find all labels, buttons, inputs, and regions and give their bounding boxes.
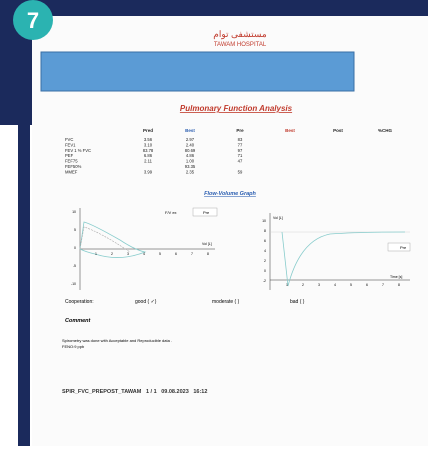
- cooperation-moderate: moderate ( ): [212, 299, 240, 305]
- tick-label: 8: [398, 283, 400, 287]
- y-ticks: 10 5 0 -5 -10: [71, 210, 76, 286]
- left-graph: F/V ex Pre Vol [L] 10 5 0 -5 -10 1 2 3 4 5 6 7 8: [71, 207, 218, 290]
- x-ticks: 1 2 3 4 5 6 7 8: [286, 283, 400, 287]
- footer: SPIR_FVC_PREPOST_TAWAM 1 / 1 09.08.2023 …: [62, 389, 207, 395]
- tick-label: -2: [263, 279, 266, 283]
- cooperation-good: good ( ✓): [135, 299, 157, 305]
- tick-label: 7: [382, 283, 384, 287]
- legend-title: F/V ex: [165, 210, 177, 215]
- tick-label: -10: [71, 282, 76, 286]
- cell: 93.35: [185, 164, 196, 169]
- cell: 77: [238, 142, 243, 147]
- cell: 6.86: [144, 153, 153, 158]
- tick-label: 1: [286, 283, 288, 287]
- column-header: Post: [333, 128, 343, 133]
- tick-label: 8: [207, 252, 209, 256]
- comment-line: Spirometry was done with Acceptable and …: [62, 338, 172, 343]
- badge-number: 7: [27, 8, 39, 33]
- blue-block: [40, 51, 355, 92]
- cell: 71: [238, 153, 243, 158]
- row-label: FVC: [65, 137, 73, 142]
- badge: [13, 0, 53, 40]
- tick-label: 5: [350, 283, 352, 287]
- cell: 47: [238, 159, 243, 164]
- tick-label: 5: [74, 228, 76, 232]
- tick-label: 2: [302, 283, 304, 287]
- row-label: FEV 1 % FVC: [65, 148, 91, 153]
- cell: 4.86: [186, 153, 195, 158]
- row-label: PEF: [65, 153, 74, 158]
- cell: 97: [238, 148, 243, 153]
- cell: 83: [238, 137, 243, 142]
- row-label: FEV1: [65, 142, 76, 147]
- curve: [79, 226, 131, 253]
- logo-arabic: مستشفى توام: [213, 29, 267, 40]
- column-header: Pred: [143, 128, 153, 133]
- column-header: Best: [185, 128, 195, 133]
- curve: [281, 231, 406, 287]
- tick-label: 4: [264, 249, 266, 253]
- cooperation-bad: bad ( ): [290, 299, 305, 305]
- cell: 80.69: [185, 148, 196, 153]
- tick-label: 0: [74, 246, 76, 250]
- legend-item: Pre: [400, 245, 407, 250]
- tick-label: 1: [95, 252, 97, 256]
- tick-label: 10: [72, 210, 76, 214]
- cell: 1.00: [186, 159, 195, 164]
- tick-label: 3: [127, 252, 129, 256]
- report-title: Pulmonary Function Analysis: [180, 104, 293, 113]
- cell: 2.97: [186, 137, 195, 142]
- logo-english: TAWAM HOSPITAL: [214, 42, 267, 48]
- cell: 2.11: [144, 159, 153, 164]
- cell: 83.78: [143, 148, 154, 153]
- row-label: FEF75: [65, 159, 78, 164]
- comment-line: FENO:9 ppb: [62, 344, 85, 349]
- cell: 3.99: [144, 169, 153, 174]
- row-label: MMEF: [65, 169, 78, 174]
- x-ticks: 1 2 3 4 5 6 7 8: [95, 252, 209, 256]
- right-graph: Pre Vol [L] Time [s] 10 8 6 4 2 0 -2 1 2 3 4 5 6 7 8: [262, 213, 411, 290]
- tick-label: 0: [264, 269, 266, 273]
- tick-label: 4: [143, 252, 145, 256]
- tick-label: -5: [73, 264, 76, 268]
- y-ticks: 10 8 6 4 2 0 -2: [262, 219, 266, 283]
- results-table: Pred Best Pre Best Post %CHG FVC 3.56 2.97 83 FEV1…: [65, 128, 392, 174]
- tick-label: 3: [318, 283, 320, 287]
- tick-label: 6: [175, 252, 177, 256]
- axis-label: Time [s]: [390, 275, 402, 279]
- axis-label: Vol [L]: [202, 242, 212, 246]
- tick-label: 2: [264, 259, 266, 263]
- tick-label: 4: [334, 283, 336, 287]
- tick-label: 5: [159, 252, 161, 256]
- column-header: %CHG: [378, 128, 393, 133]
- tick-label: 8: [264, 229, 266, 233]
- column-header: Pre: [236, 128, 244, 133]
- left-strip: [18, 125, 30, 446]
- axis-label: Vol [L]: [273, 216, 283, 220]
- tick-label: 6: [264, 239, 266, 243]
- cell: 2.35: [186, 169, 195, 174]
- legend: [192, 207, 218, 217]
- cell: 59: [238, 169, 243, 174]
- tick-label: 6: [366, 283, 368, 287]
- column-header: Best: [285, 128, 295, 133]
- cell: 2.40: [186, 142, 195, 147]
- tick-label: 7: [191, 252, 193, 256]
- tick-label: 10: [262, 219, 266, 223]
- legend-item: Pre: [203, 210, 210, 215]
- curve: [79, 221, 147, 258]
- comment-title: Comment: [65, 318, 92, 324]
- tick-label: 2: [111, 252, 113, 256]
- legend: [387, 242, 411, 252]
- row-label: FEF50%: [65, 164, 82, 169]
- cell: 3.56: [144, 137, 153, 142]
- cooperation-label: Cooperation:: [65, 299, 94, 305]
- top-band: [0, 0, 428, 16]
- cell: 3.10: [144, 142, 153, 147]
- graph-title: Flow-Volume Graph: [204, 191, 256, 197]
